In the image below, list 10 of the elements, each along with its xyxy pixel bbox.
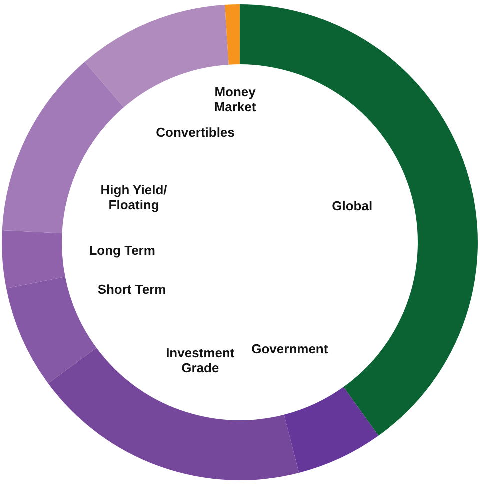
- slice-label: Global: [332, 198, 373, 214]
- donut-slice: [225, 4, 240, 65]
- slice-label: Money Market: [214, 84, 257, 115]
- slice-label: Investment Grade: [166, 346, 236, 376]
- slice-label: Government: [252, 341, 329, 356]
- slice-label: Long Term: [89, 243, 156, 258]
- slice-label: Short Term: [98, 282, 166, 298]
- slice-label: Convertibles: [156, 125, 235, 140]
- donut-slice: [284, 387, 379, 474]
- slice-label: High Yield/ Floating: [100, 182, 168, 213]
